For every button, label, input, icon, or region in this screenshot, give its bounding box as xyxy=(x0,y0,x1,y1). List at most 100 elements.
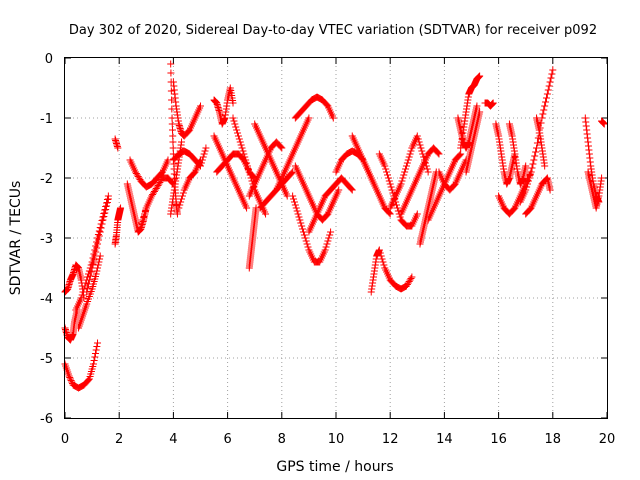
data-point xyxy=(168,96,176,104)
data-point xyxy=(288,169,296,177)
chart-title: Day 302 of 2020, Sidereal Day-to-day VTE… xyxy=(69,23,597,38)
data-point xyxy=(245,168,253,176)
series-seg-ax xyxy=(584,168,606,212)
series-seg-aa xyxy=(289,192,335,266)
data-point xyxy=(83,288,91,296)
data-point xyxy=(434,149,442,157)
data-point xyxy=(522,186,530,194)
data-point xyxy=(242,156,250,164)
series-seg-y xyxy=(272,114,313,194)
data-point xyxy=(167,87,175,95)
data-point xyxy=(92,270,100,278)
data-point xyxy=(99,216,107,224)
data-point xyxy=(529,160,537,168)
data-point xyxy=(523,183,531,191)
series-seg-f xyxy=(83,195,112,296)
data-point xyxy=(89,260,97,268)
series-seg-n xyxy=(169,78,204,140)
x-tick-label: 16 xyxy=(490,432,507,447)
data-point xyxy=(545,82,553,90)
data-point xyxy=(178,195,186,203)
data-point xyxy=(544,86,552,94)
data-point xyxy=(239,147,247,155)
x-axis-label: GPS time / hours xyxy=(276,459,393,475)
data-point xyxy=(179,189,187,197)
data-point xyxy=(403,159,411,167)
data-point xyxy=(229,99,237,107)
data-point xyxy=(541,162,549,170)
data-point xyxy=(197,162,204,170)
data-point xyxy=(155,180,163,188)
x-tick-label: 18 xyxy=(545,432,562,447)
series-seg-j xyxy=(126,156,172,191)
x-tick-label: 10 xyxy=(328,432,345,447)
series-seg-al xyxy=(435,156,470,194)
data-point xyxy=(114,144,122,152)
data-point xyxy=(243,159,251,167)
data-point xyxy=(407,275,415,282)
data-point xyxy=(379,258,387,266)
data-point xyxy=(527,168,535,176)
data-point xyxy=(150,189,158,197)
data-point xyxy=(236,138,244,146)
data-point xyxy=(234,129,242,137)
data-point xyxy=(298,222,306,230)
data-point xyxy=(90,357,98,364)
x-tick-label: 14 xyxy=(436,432,453,447)
data-point xyxy=(530,156,538,164)
data-point xyxy=(84,376,92,384)
data-point xyxy=(384,174,392,182)
data-point xyxy=(169,144,177,152)
data-point xyxy=(407,147,415,155)
data-point xyxy=(476,72,484,80)
data-point xyxy=(177,198,185,206)
data-point xyxy=(522,162,530,170)
data-point xyxy=(526,205,534,213)
data-point xyxy=(414,135,422,143)
y-tick-label: -4 xyxy=(40,292,53,307)
data-point xyxy=(348,186,356,194)
data-point xyxy=(158,169,166,177)
data-point xyxy=(103,199,111,206)
data-point xyxy=(327,228,335,236)
data-point xyxy=(262,210,270,218)
data-point xyxy=(140,213,148,221)
data-point xyxy=(383,168,391,176)
data-point xyxy=(408,273,416,281)
data-point xyxy=(290,195,298,203)
data-point xyxy=(246,171,254,179)
data-point xyxy=(322,243,330,251)
data-point xyxy=(528,164,536,172)
data-point xyxy=(131,168,139,176)
data-point xyxy=(531,152,539,160)
data-point xyxy=(382,165,390,173)
series-seg-m xyxy=(167,138,186,218)
series-seg-av xyxy=(533,114,549,170)
series-seg-as xyxy=(505,120,530,188)
data-point xyxy=(293,207,301,215)
y-tick-label: -3 xyxy=(40,232,53,247)
data-point xyxy=(95,258,103,266)
series-seg-g xyxy=(111,204,125,248)
data-point xyxy=(197,159,205,167)
data-point xyxy=(134,173,142,180)
data-point xyxy=(393,204,401,212)
data-point xyxy=(234,132,242,140)
data-point xyxy=(86,272,94,280)
data-point xyxy=(296,216,304,224)
data-points xyxy=(61,60,608,392)
data-point xyxy=(67,377,75,384)
data-point xyxy=(169,132,177,140)
data-point xyxy=(84,280,92,288)
data-point xyxy=(291,201,299,209)
data-point xyxy=(323,101,331,109)
data-point xyxy=(387,183,395,191)
data-point xyxy=(598,174,606,182)
data-point xyxy=(103,202,111,210)
data-point xyxy=(167,60,175,68)
data-point xyxy=(524,177,532,185)
y-tick-label: -5 xyxy=(40,352,53,367)
data-point xyxy=(247,174,255,182)
